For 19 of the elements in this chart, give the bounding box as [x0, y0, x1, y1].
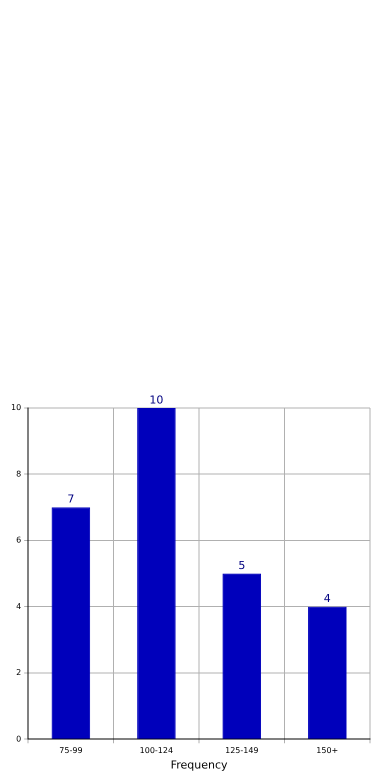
data-label: 10	[149, 393, 164, 406]
bar	[222, 574, 262, 739]
x-tick-label: 75-99	[59, 746, 83, 756]
y-tick-label: 4	[16, 602, 22, 611]
y-tick-label: 10	[10, 403, 22, 412]
data-label: 5	[238, 558, 246, 572]
data-label: 7	[67, 492, 74, 506]
y-tick-label: 8	[16, 469, 22, 478]
bar	[52, 507, 90, 739]
x-tick-label: 125-149	[225, 746, 259, 756]
bar	[137, 408, 176, 739]
x-tick-label: 100-124	[140, 746, 174, 756]
x-tick-label: 150+	[316, 746, 338, 756]
y-tick-label: 6	[16, 536, 22, 545]
y-tick-label: 0	[16, 734, 22, 744]
x-axis-title: Frequency	[170, 758, 228, 772]
y-tick-label: 2	[16, 668, 22, 678]
bar	[308, 606, 346, 739]
data-label: 4	[324, 592, 331, 606]
